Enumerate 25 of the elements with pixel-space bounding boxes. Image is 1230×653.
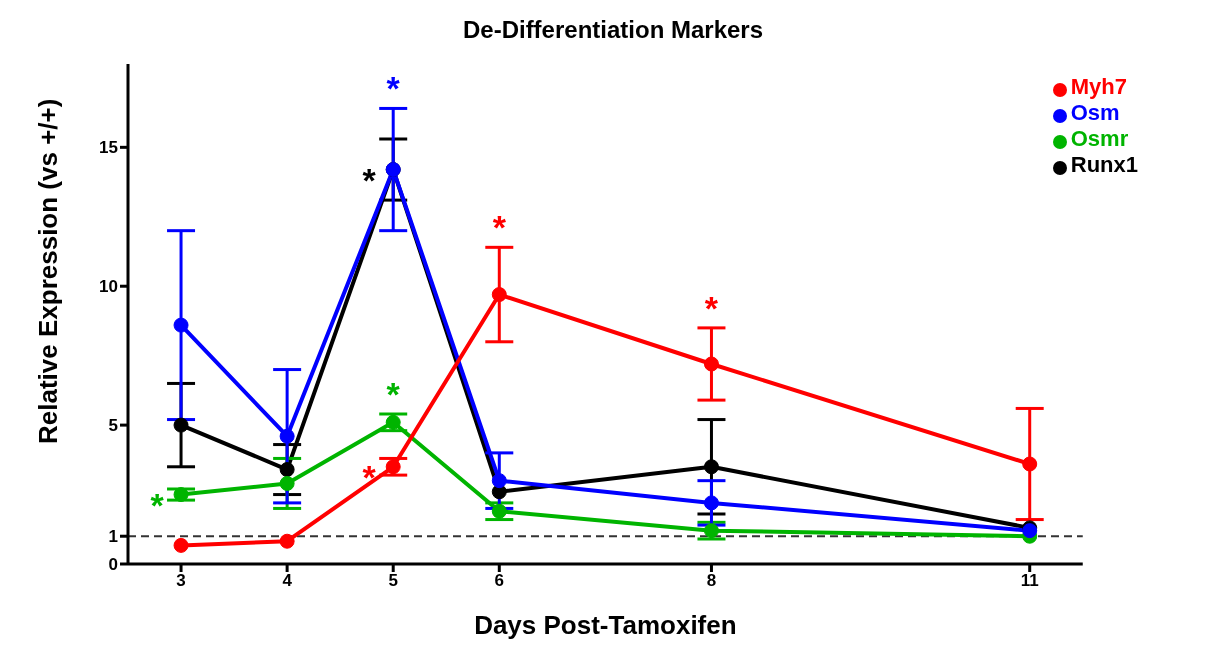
x-axis-title: Days Post-Tamoxifen	[474, 610, 737, 640]
x-tick-label: 3	[176, 571, 186, 591]
chart-title: De-Differentiation Markers	[461, 16, 765, 44]
data-label: *	[386, 375, 401, 413]
data-label: *	[386, 69, 401, 108]
data-label: *	[150, 485, 165, 524]
x-tick-label: 5	[388, 571, 398, 591]
legend-label: Runx1	[1070, 152, 1138, 177]
y-tick-label: 0	[108, 555, 118, 575]
y-tick-label: 15	[99, 138, 118, 158]
data-label: *	[362, 160, 377, 199]
legend-label: Osmr	[1070, 126, 1129, 151]
y-tick-label: 10	[99, 277, 118, 297]
x-tick-label: 11	[1020, 571, 1039, 591]
x-tick-label: 6	[494, 571, 505, 591]
legend-label: Myh7	[1070, 74, 1127, 99]
y-tick-label: 5	[108, 416, 118, 436]
x-tick-label: 4	[282, 571, 293, 591]
legend-label: Osm	[1070, 100, 1120, 125]
data-label: *	[704, 288, 719, 327]
x-tick-label: 8	[706, 571, 717, 591]
data-label: *	[492, 208, 507, 247]
data-label: *	[362, 457, 377, 496]
y-axis-title: Relative Expression (vs +/+)	[33, 98, 64, 444]
y-tick-label: 1	[108, 527, 118, 547]
